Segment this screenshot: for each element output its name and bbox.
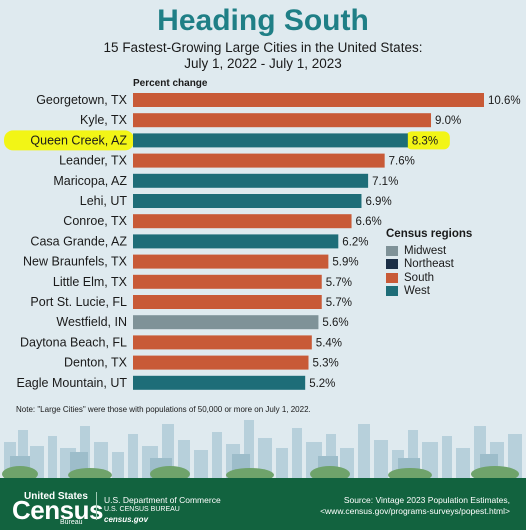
category-label-lehi-ut: Lehi, UT [80,194,128,208]
bar-georgetown-tx [133,93,484,107]
legend-items: Midwest Northeast South West [386,244,472,298]
legend-swatch [386,259,398,270]
legend-swatch [386,245,398,256]
category-label-eagle-mountain-ut: Eagle Mountain, UT [17,376,128,390]
bar-westfield-in [133,315,319,330]
chart-subtitle: 15 Fastest-Growing Large Cities in the U… [103,40,423,55]
census-logo: Census [12,495,103,525]
category-label-casa-grande-az: Casa Grande, AZ [30,234,127,248]
bar-denton-tx [133,355,309,370]
value-label-eagle-mountain-ut: 5.2% [309,378,335,390]
category-label-new-braunfels-tx: New Braunfels, TX [23,255,128,269]
value-label-new-braunfels-tx: 5.9% [332,257,358,269]
value-label-conroe-tx: 6.6% [356,216,382,228]
legend-label: West [404,285,430,298]
value-label-denton-tx: 5.3% [313,358,339,370]
logo-bureau-text: Bureau [60,519,83,526]
bar-new-braunfels-tx [133,254,329,269]
value-label-kyle-tx: 9.0% [435,115,461,127]
bar-leander-tx [133,153,385,168]
category-label-port-st-lucie-fl: Port St. Lucie, FL [30,295,127,309]
bars-layer: Georgetown, TX 10.6% Kyle, TX 9.0% Queen Cre… [17,93,521,390]
category-label-georgetown-tx: Georgetown, TX [36,93,127,107]
legend-swatch [386,272,398,283]
legend-swatch [386,286,398,297]
category-label-daytona-beach-fl: Daytona Beach, FL [20,335,127,349]
value-label-lehi-ut: 6.9% [365,196,391,208]
bureau-name: U.S. CENSUS BUREAU [104,506,180,513]
bar-lehi-ut [133,194,362,208]
bar-eagle-mountain-ut [133,375,306,390]
bar-little-elm-tx [133,274,322,289]
bar-chart: Percent change Georgetown, TX 10.6% Kyle, … [4,78,521,390]
bar-conroe-tx [133,214,352,229]
footer-divider [96,492,97,520]
category-label-conroe-tx: Conroe, TX [63,214,127,228]
bar-maricopa-az [133,173,369,188]
chart-title: Heading South [157,4,369,37]
value-label-leander-tx: 7.6% [389,156,415,168]
category-label-maricopa-az: Maricopa, AZ [53,174,127,188]
category-label-little-elm-tx: Little Elm, TX [53,275,128,289]
value-label-port-st-lucie-fl: 5.7% [326,297,352,309]
legend-item-west: West [386,285,472,299]
bar-casa-grande-az [133,234,339,249]
legend-label: Northeast [404,258,454,271]
source-url[interactable]: <www.census.gov/programs-surveys/popest.… [320,506,510,516]
legend-label: South [404,271,435,284]
category-label-kyle-tx: Kyle, TX [80,113,128,127]
value-label-little-elm-tx: 5.7% [326,277,352,289]
footnote: Note: "Large Cities" were those with pop… [16,405,311,414]
axis-label: Percent change [133,78,208,89]
category-label-denton-tx: Denton, TX [64,356,128,370]
highlight-layer [4,130,450,151]
chart-date-range: July 1, 2022 - July 1, 2023 [184,56,342,71]
legend-label: Midwest [404,244,447,257]
source-line: Source: Vintage 2023 Population Estimate… [343,495,510,505]
value-label-maricopa-az: 7.1% [372,176,398,188]
bar-queen-creek-az [133,133,408,148]
highlight-marker-category [4,130,134,151]
legend-item-south: South [386,271,472,285]
bar-daytona-beach-fl [133,335,312,350]
value-label-georgetown-tx: 10.6% [488,95,521,107]
value-label-casa-grande-az: 6.2% [342,236,368,248]
category-label-leander-tx: Leander, TX [59,154,128,168]
legend: Census regions Midwest Northeast South West [386,228,472,298]
city-skyline-illustration [2,420,522,478]
value-label-queen-creek-az: 8.3% [412,135,438,147]
website-link[interactable]: census.gov [104,515,149,524]
category-label-westfield-in: Westfield, IN [56,315,127,329]
value-label-westfield-in: 5.6% [322,317,348,329]
legend-title: Census regions [386,228,473,240]
bar-port-st-lucie-fl [133,295,322,309]
logo-top-text: United States [24,491,88,502]
category-label-queen-creek-az: Queen Creek, AZ [30,133,127,147]
department-name: U.S. Department of Commerce [104,495,221,505]
footer: United States Census Bureau U.S. Departm… [0,478,526,530]
highlight-marker-value [405,131,450,150]
legend-item-midwest: Midwest [386,244,472,258]
value-label-daytona-beach-fl: 5.4% [316,337,342,349]
bar-kyle-tx [133,113,432,128]
legend-item-northeast: Northeast [386,258,472,272]
